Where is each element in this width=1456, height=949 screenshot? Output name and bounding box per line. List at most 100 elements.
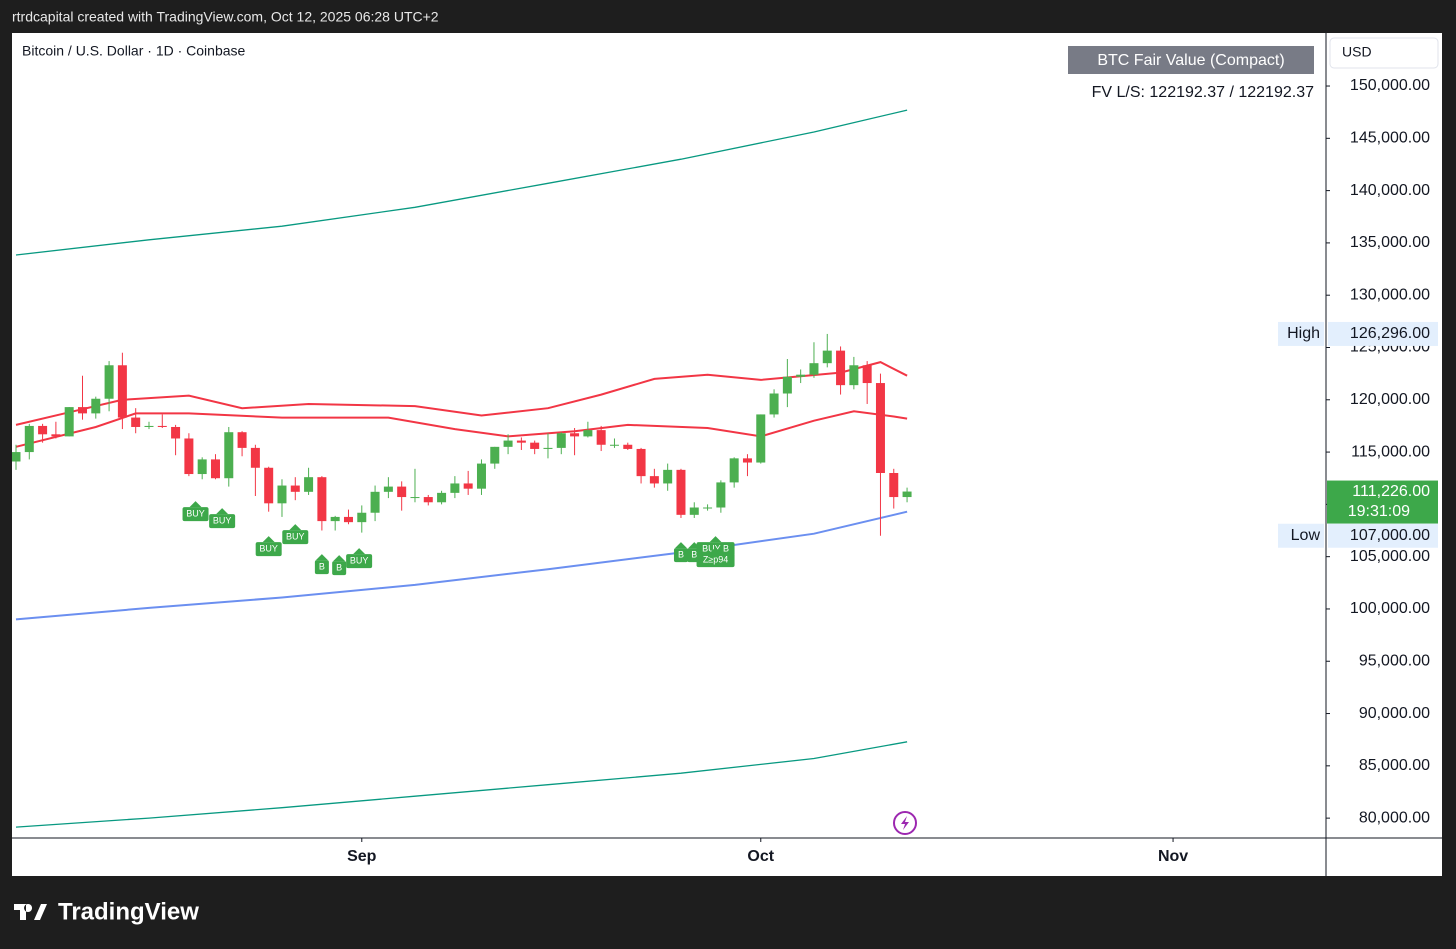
- currency[interactable]: USD: [1342, 44, 1372, 60]
- candle-body: [304, 477, 314, 492]
- signal-arrow: [353, 548, 366, 555]
- signal-arrow: [216, 508, 229, 515]
- candle-body: [756, 414, 766, 463]
- candle-body: [77, 407, 87, 414]
- signal-box: [182, 507, 209, 522]
- candle-body: [104, 365, 114, 399]
- low-tag: Low: [1291, 527, 1321, 544]
- signal-box: [346, 554, 373, 569]
- candle-body: [171, 426, 181, 439]
- candle-body: [237, 432, 247, 448]
- indicator-text: FV L/S: 122192.37 / 122192.37: [1092, 84, 1315, 101]
- signal-box: [673, 548, 688, 563]
- candle-body: [357, 512, 367, 523]
- logo-icon: [14, 904, 47, 920]
- signal-arrow: [709, 547, 722, 554]
- candle-body: [12, 452, 21, 462]
- signal-label: B: [678, 549, 684, 559]
- chart-area: [12, 33, 1442, 876]
- candle-body: [729, 458, 739, 483]
- candle-body: [463, 483, 473, 489]
- signal-arrow: [289, 524, 302, 531]
- high-price: 126,296.00: [1350, 325, 1430, 342]
- candle-body: [822, 350, 832, 364]
- candle-body: [277, 485, 287, 504]
- candle-body: [51, 434, 61, 437]
- signal-arrow: [189, 501, 202, 508]
- candle-body: [570, 433, 580, 437]
- candle-body: [224, 432, 234, 479]
- candle-body: [782, 376, 792, 394]
- candle-body: [264, 467, 274, 504]
- y-tick-label: 135,000.00: [1350, 234, 1430, 251]
- low-price-bg: [1328, 523, 1438, 548]
- y-tick-label: 150,000.00: [1350, 77, 1430, 94]
- candle-body: [889, 472, 899, 498]
- candle-body: [742, 458, 752, 463]
- countdown: 19:31:09: [1348, 503, 1410, 520]
- spark-bolt[interactable]: [901, 816, 909, 830]
- candle-body: [490, 446, 500, 464]
- candle-body: [117, 365, 127, 418]
- y-tick-label: 95,000.00: [1359, 652, 1430, 669]
- signal-label: Z≥p94: [703, 554, 728, 564]
- candle-body: [663, 469, 673, 484]
- candle-body: [476, 463, 486, 489]
- candle-body: [583, 430, 593, 437]
- spark-circle[interactable]: [893, 811, 917, 835]
- x-tick-label: Sep: [347, 848, 377, 865]
- signal-label: B: [691, 549, 697, 559]
- spark-icon[interactable]: [893, 811, 917, 835]
- y-tick-label: 80,000.00: [1359, 809, 1430, 826]
- high-tag: High: [1287, 325, 1320, 342]
- indicator-box: [1068, 46, 1314, 74]
- header: rtrdcapital created with TradingView.com…: [12, 9, 439, 25]
- candle-body: [450, 483, 460, 493]
- candle-body: [689, 507, 699, 515]
- signal-box: [696, 553, 735, 568]
- symbol-title: Bitcoin / U.S. Dollar · 1D · Coinbase: [22, 43, 246, 59]
- candle-body: [423, 497, 433, 503]
- signal-label: BUY: [286, 531, 305, 541]
- y-tick-label: 115,000.00: [1351, 443, 1430, 460]
- signal-box: [314, 560, 329, 575]
- candle-body: [317, 477, 327, 522]
- candle-body: [503, 440, 513, 447]
- candle-body: [38, 425, 48, 435]
- y-tick-label: 130,000.00: [1350, 286, 1430, 303]
- candle-body: [836, 350, 846, 386]
- candle-body: [370, 491, 380, 513]
- candle-body: [875, 383, 885, 473]
- candle-body: [609, 444, 619, 446]
- candle-body: [343, 516, 353, 523]
- candle-body: [157, 425, 167, 427]
- y-tick-label: 105,000.00: [1350, 548, 1430, 565]
- signal-arrow: [709, 536, 722, 543]
- candle-body: [530, 442, 540, 449]
- indicator-line: [15, 410, 908, 448]
- candle-body: [596, 430, 606, 445]
- candle-body: [397, 486, 407, 498]
- candle-body: [64, 407, 74, 437]
- candle-body: [716, 482, 726, 508]
- low-tag-bg: [1278, 523, 1324, 548]
- candle-body: [131, 417, 141, 427]
- signal-label: BUY: [259, 543, 278, 553]
- x-tick-label: Oct: [747, 848, 774, 865]
- signal-label: B: [336, 563, 342, 573]
- last-price-box: [1327, 480, 1438, 524]
- candle-body: [849, 365, 859, 386]
- candle-body: [862, 365, 872, 384]
- signal-arrow: [333, 555, 346, 562]
- candle-body: [290, 485, 300, 492]
- candle-body: [437, 492, 447, 503]
- signal-box: [255, 542, 282, 557]
- signal-label: BUY: [213, 515, 232, 525]
- signal-box: [209, 514, 236, 529]
- candle-body: [556, 433, 566, 448]
- signal-box: [332, 561, 347, 576]
- candle-body: [649, 476, 659, 484]
- currency-box[interactable]: [1329, 37, 1439, 69]
- candle-body: [636, 448, 646, 477]
